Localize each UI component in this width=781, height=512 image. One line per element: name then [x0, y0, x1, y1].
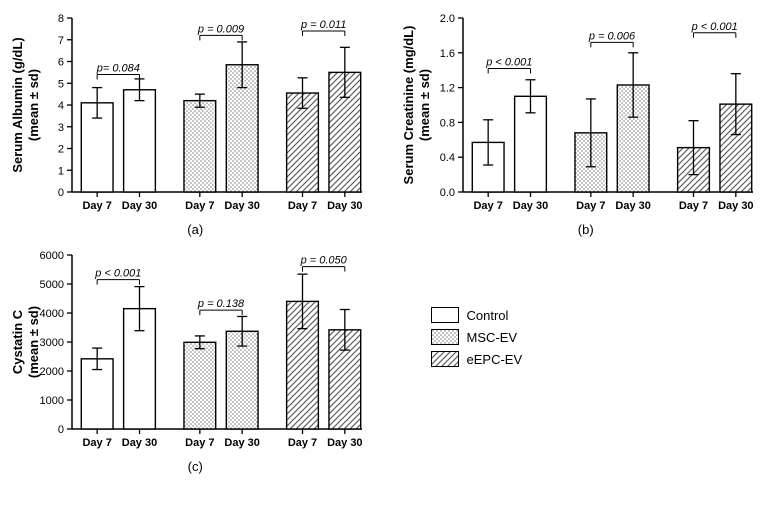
legend-swatch-msc — [431, 329, 459, 345]
legend-label-msc: MSC-EV — [467, 330, 518, 345]
svg-text:Day 30: Day 30 — [327, 437, 362, 449]
svg-text:6: 6 — [58, 57, 64, 69]
svg-text:Day 7: Day 7 — [185, 437, 214, 449]
figure-grid: 012345678Serum Albumin (g/dL)(mean ± sd)… — [10, 10, 771, 474]
svg-text:0.8: 0.8 — [439, 117, 454, 129]
svg-text:Day 7: Day 7 — [576, 200, 605, 212]
panel-a-sublabel: (a) — [10, 222, 381, 237]
svg-text:Day 7: Day 7 — [678, 200, 707, 212]
legend-item-msc: MSC-EV — [431, 329, 772, 345]
svg-text:5000: 5000 — [40, 279, 64, 291]
svg-text:p = 0.011: p = 0.011 — [300, 19, 346, 31]
svg-text:(mean ± sd): (mean ± sd) — [26, 306, 41, 378]
panel-b: 0.0 0.4 0.8 1.2 1.6 2.0 Serum Creatinine (mg/d… — [401, 10, 772, 237]
panel-b-sublabel: (b) — [401, 222, 772, 237]
legend-item-control: Control — [431, 307, 772, 323]
svg-text:0: 0 — [58, 187, 64, 199]
svg-text:Day 7: Day 7 — [288, 437, 317, 449]
svg-text:(mean ± sd): (mean ± sd) — [26, 69, 41, 141]
svg-text:Day 7: Day 7 — [82, 437, 111, 449]
svg-text:p = 0.138: p = 0.138 — [197, 298, 245, 310]
svg-text:Day 7: Day 7 — [82, 200, 111, 212]
svg-text:1.6: 1.6 — [439, 48, 454, 60]
svg-text:Day 30: Day 30 — [224, 200, 259, 212]
svg-text:Day 30: Day 30 — [615, 200, 650, 212]
svg-text:1000: 1000 — [40, 395, 64, 407]
svg-text:Day 7: Day 7 — [288, 200, 317, 212]
svg-text:Day 30: Day 30 — [122, 437, 157, 449]
svg-text:(mean ± sd): (mean ± sd) — [417, 69, 432, 141]
svg-text:p < 0.001: p < 0.001 — [690, 21, 737, 33]
svg-text:5: 5 — [58, 78, 64, 90]
svg-text:4000: 4000 — [40, 308, 64, 320]
legend-label-control: Control — [467, 308, 509, 323]
svg-text:2.0: 2.0 — [439, 13, 454, 25]
legend-swatch-control — [431, 307, 459, 323]
svg-text:0.4: 0.4 — [439, 152, 454, 164]
svg-text:p = 0.006: p = 0.006 — [587, 30, 635, 42]
svg-text:Day 7: Day 7 — [185, 200, 214, 212]
svg-text:Serum Albumin (g/dL): Serum Albumin (g/dL) — [10, 37, 25, 172]
svg-text:0: 0 — [58, 424, 64, 436]
svg-text:6000: 6000 — [40, 250, 64, 262]
svg-text:1: 1 — [58, 165, 64, 177]
svg-text:4: 4 — [58, 100, 64, 112]
panel-c: 0 1000 2000 3000 4000 5000 6000 Cystatin C(mean… — [10, 247, 381, 474]
svg-text:3: 3 — [58, 122, 64, 134]
svg-text:p= 0.084: p= 0.084 — [96, 63, 140, 75]
svg-text:Day 30: Day 30 — [512, 200, 547, 212]
svg-text:p = 0.009: p = 0.009 — [197, 23, 244, 35]
svg-text:Day 30: Day 30 — [122, 200, 157, 212]
legend: Control MSC-EV eEPC-EV — [401, 247, 772, 474]
svg-text:1.2: 1.2 — [439, 83, 454, 95]
legend-item-eepc: eEPC-EV — [431, 351, 772, 367]
svg-text:Day 30: Day 30 — [224, 437, 259, 449]
svg-text:Day 7: Day 7 — [473, 200, 502, 212]
svg-text:8: 8 — [58, 13, 64, 25]
svg-text:3000: 3000 — [40, 337, 64, 349]
svg-text:2: 2 — [58, 144, 64, 156]
svg-text:Day 30: Day 30 — [327, 200, 362, 212]
svg-text:0.0: 0.0 — [439, 187, 454, 199]
svg-text:p < 0.001: p < 0.001 — [485, 56, 532, 68]
legend-label-eepc: eEPC-EV — [467, 352, 523, 367]
svg-text:Serum Creatinine (mg/dL): Serum Creatinine (mg/dL) — [401, 26, 416, 185]
svg-text:p < 0.001: p < 0.001 — [94, 268, 141, 280]
svg-text:p = 0.050: p = 0.050 — [300, 255, 348, 267]
svg-text:2000: 2000 — [40, 366, 64, 378]
panel-c-sublabel: (c) — [10, 459, 381, 474]
legend-swatch-eepc — [431, 351, 459, 367]
panel-a: 0 1 2 3 4 5 6 7 8 Serum Albumin (g/dL)(mean ± sd)… — [10, 10, 381, 237]
svg-text:7: 7 — [58, 35, 64, 47]
svg-text:Cystatin C: Cystatin C — [10, 309, 25, 374]
svg-text:Day 30: Day 30 — [718, 200, 753, 212]
